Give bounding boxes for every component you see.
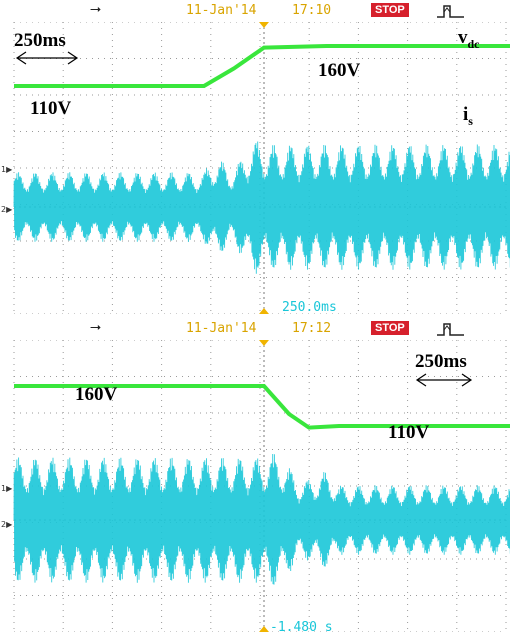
channel-1-marker: 1▶ — [1, 165, 12, 174]
status-bar: ⭢︎ 11-Jan'14 17:10 STOP — [0, 0, 510, 22]
channel-2-marker: 2▶ — [1, 205, 12, 214]
series-label-vdc: vdc — [458, 27, 480, 52]
waveform-plot — [10, 22, 510, 314]
channel-1-marker: 1▶ — [1, 484, 12, 493]
timebase-label: 250ms — [415, 351, 467, 373]
level-label-high: 160V — [318, 60, 360, 82]
time-readout: 17:10 — [292, 3, 331, 18]
scope-capture-upper: ⭢︎ 11-Jan'14 17:10 STOP 1▶ 2▶ 250ms vdc … — [0, 0, 510, 318]
timebase-arrow — [14, 50, 80, 66]
timebase-label: 250ms — [14, 30, 66, 52]
pulse-trigger-icon — [436, 3, 466, 19]
stop-badge: STOP — [371, 321, 409, 335]
usb-icon: ⭢︎ — [90, 1, 101, 17]
trigger-time-readout: 250.0ms — [282, 300, 337, 315]
channel-2-marker: 2▶ — [1, 520, 12, 529]
trigger-position-marker — [259, 22, 269, 28]
plot-area — [10, 22, 510, 314]
date-readout: 11-Jan'14 — [186, 321, 256, 336]
series-is-trace — [14, 142, 510, 274]
status-bar: ⭢︎ 11-Jan'14 17:12 STOP — [0, 318, 510, 340]
series-is-trace — [14, 454, 510, 585]
stop-badge: STOP — [371, 3, 409, 17]
time-readout: 17:12 — [292, 321, 331, 336]
level-label-high: 160V — [75, 384, 117, 406]
timebase-arrow — [414, 372, 474, 388]
date-readout: 11-Jan'14 — [186, 3, 256, 18]
pulse-trigger-icon — [436, 321, 466, 337]
trigger-time-readout: -1.480 s — [270, 620, 333, 635]
series-label-is: is — [463, 104, 473, 129]
level-label-low: 110V — [388, 422, 429, 444]
scope-capture-lower: ⭢︎ 11-Jan'14 17:12 STOP 1▶ 2▶ 160V 250ms… — [0, 318, 510, 637]
level-label-low: 110V — [30, 98, 71, 120]
trigger-position-marker — [259, 340, 269, 346]
series-vdc-trace — [14, 46, 510, 86]
usb-icon: ⭢︎ — [90, 319, 101, 335]
